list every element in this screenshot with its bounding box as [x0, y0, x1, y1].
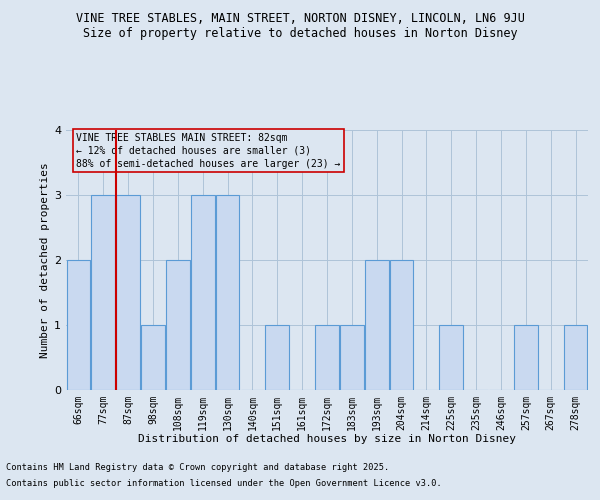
X-axis label: Distribution of detached houses by size in Norton Disney: Distribution of detached houses by size …: [138, 434, 516, 444]
Bar: [514, 325, 538, 390]
Bar: [91, 195, 115, 390]
Bar: [216, 195, 239, 390]
Bar: [365, 260, 389, 390]
Text: Contains public sector information licensed under the Open Government Licence v3: Contains public sector information licen…: [6, 478, 442, 488]
Text: VINE TREE STABLES MAIN STREET: 82sqm
← 12% of detached houses are smaller (3)
88: VINE TREE STABLES MAIN STREET: 82sqm ← 1…: [76, 132, 341, 169]
Bar: [265, 325, 289, 390]
Text: Contains HM Land Registry data © Crown copyright and database right 2025.: Contains HM Land Registry data © Crown c…: [6, 464, 389, 472]
Bar: [67, 260, 90, 390]
Bar: [116, 195, 140, 390]
Text: VINE TREE STABLES, MAIN STREET, NORTON DISNEY, LINCOLN, LN6 9JU: VINE TREE STABLES, MAIN STREET, NORTON D…: [76, 12, 524, 26]
Y-axis label: Number of detached properties: Number of detached properties: [40, 162, 50, 358]
Text: Size of property relative to detached houses in Norton Disney: Size of property relative to detached ho…: [83, 28, 517, 40]
Bar: [315, 325, 339, 390]
Bar: [439, 325, 463, 390]
Bar: [340, 325, 364, 390]
Bar: [166, 260, 190, 390]
Bar: [390, 260, 413, 390]
Bar: [564, 325, 587, 390]
Bar: [141, 325, 165, 390]
Bar: [191, 195, 215, 390]
